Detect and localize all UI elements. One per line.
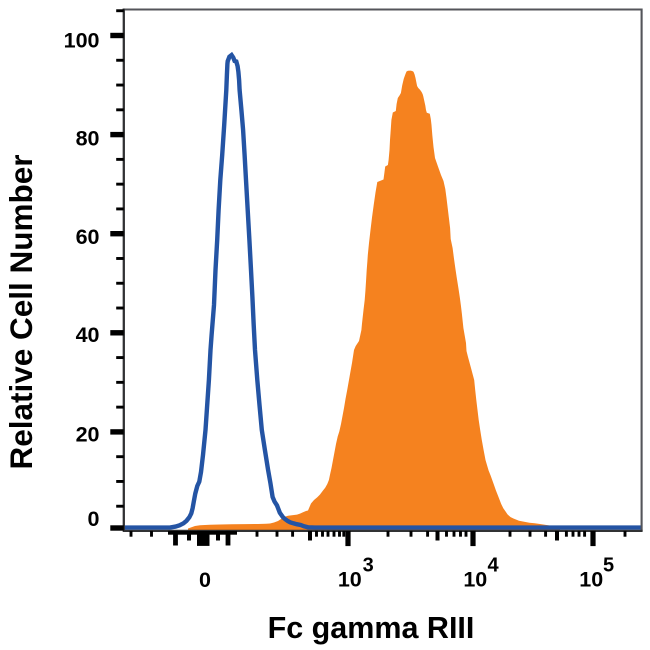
svg-text:Relative Cell Number: Relative Cell Number [3,154,39,469]
svg-text:80: 80 [76,127,100,151]
svg-text:0: 0 [88,507,100,531]
svg-text:60: 60 [76,225,100,249]
svg-text:4: 4 [488,555,500,577]
svg-text:20: 20 [76,423,100,447]
svg-text:Fc gamma RIII: Fc gamma RIII [268,611,475,645]
svg-text:5: 5 [603,555,614,577]
svg-text:10: 10 [463,568,487,592]
svg-text:3: 3 [363,555,374,577]
svg-text:10: 10 [579,568,603,592]
svg-text:10: 10 [338,568,362,592]
svg-text:100: 100 [64,29,100,53]
svg-text:40: 40 [76,323,100,347]
svg-text:0: 0 [199,568,211,592]
